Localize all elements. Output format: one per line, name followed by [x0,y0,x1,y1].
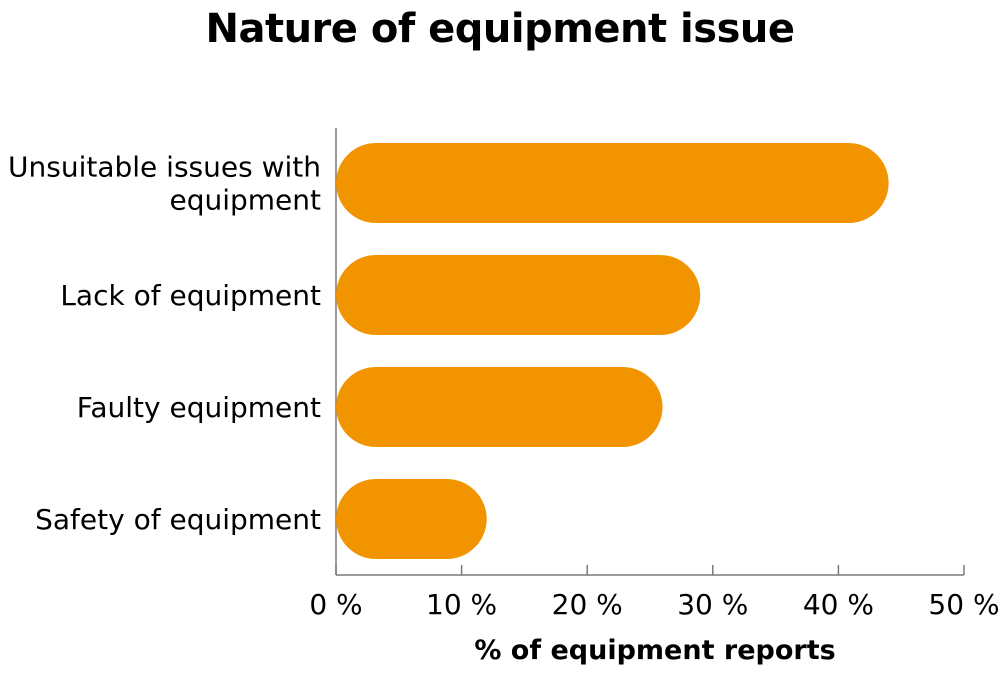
bar [336,255,701,335]
bar [336,479,487,559]
chart-title: Nature of equipment issue [205,6,795,52]
category-label: equipment [169,184,321,217]
bar [336,143,889,223]
x-tick-label: 20 % [552,588,623,621]
x-tick-label: 50 % [928,588,999,621]
x-tick-label: 40 % [803,588,874,621]
category-label: Unsuitable issues with [8,151,321,184]
x-tick-label: 30 % [677,588,748,621]
category-label: Safety of equipment [35,503,321,536]
category-label: Faulty equipment [77,391,321,424]
bar [336,367,663,447]
category-label: Lack of equipment [60,279,321,312]
x-axis-title: % of equipment reports [474,635,835,666]
x-tick-label: 10 % [426,588,497,621]
x-tick-label: 0 % [309,588,362,621]
